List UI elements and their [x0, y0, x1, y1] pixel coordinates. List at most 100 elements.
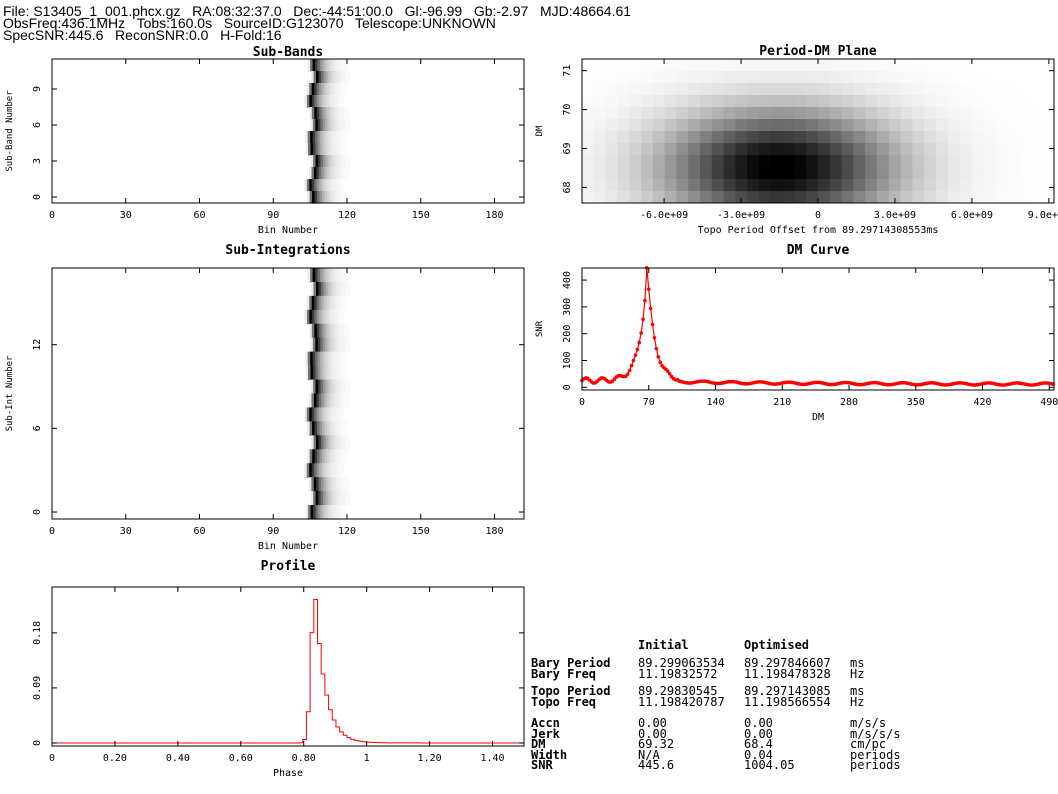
perioddm-pixel — [688, 83, 701, 96]
perioddm-pixel — [936, 131, 949, 144]
perioddm-pixel — [829, 191, 843, 204]
perioddm-pixel — [723, 155, 736, 168]
subints-pixel — [313, 281, 317, 297]
perioddm-pixel — [735, 119, 748, 132]
dmcurve-point — [633, 353, 638, 357]
perioddm-pixel — [593, 107, 607, 120]
perioddm-pixel — [971, 71, 984, 84]
subints-pixel — [333, 463, 337, 478]
subbands-pixel — [325, 71, 329, 84]
subints-pixel — [330, 365, 334, 381]
subints-pixel — [327, 351, 331, 367]
perioddm-pixel — [806, 119, 819, 132]
subints-pixel — [336, 295, 340, 311]
perioddm-pixel — [652, 191, 666, 204]
subints-pixel — [330, 505, 334, 520]
subbands-pixel — [317, 143, 321, 156]
perioddm-pixel — [888, 191, 902, 204]
subints-pixel — [312, 268, 316, 283]
subbands-pixel — [337, 155, 341, 168]
subbands-pixel — [335, 155, 339, 168]
perioddm-pixel — [593, 143, 607, 156]
dmcurve-xtick-label: 350 — [907, 397, 925, 408]
subints-pixel — [317, 379, 322, 395]
subbands-pixel — [323, 167, 327, 180]
perioddm-pixel — [853, 167, 866, 180]
perioddm-pixel — [877, 83, 890, 96]
perioddm-pixel — [664, 155, 677, 168]
subints-pixel — [314, 421, 318, 436]
perioddm-pixel — [971, 107, 984, 120]
subints-pixel — [330, 281, 334, 297]
dmcurve-point — [656, 355, 661, 359]
subints-pixel — [318, 491, 322, 506]
perioddm-pixel — [1042, 167, 1055, 180]
perioddm-pixel — [959, 83, 972, 96]
perioddm-pixel — [1006, 119, 1020, 132]
subints-pixel — [318, 393, 322, 409]
subints-pixel — [320, 435, 324, 450]
subbands-pixel — [319, 95, 323, 108]
perioddm-pixel — [629, 95, 642, 108]
subbands-pixel — [347, 119, 351, 132]
perioddm-pixel — [1018, 71, 1031, 84]
subbands-pixel — [325, 119, 329, 132]
subbands-pixel — [329, 59, 333, 72]
subints-pixel — [337, 365, 341, 381]
subints-pixel — [333, 309, 338, 325]
subints-pixel — [323, 477, 327, 492]
subbands-ylabel: Sub-Band Number — [5, 90, 15, 172]
subints-pixel — [313, 491, 317, 506]
perioddm-pixel — [605, 71, 618, 84]
perioddm-pixel — [1006, 59, 1020, 72]
perioddm-pixel — [829, 95, 843, 108]
subints-pixel — [339, 337, 343, 353]
perioddm-pixel — [664, 119, 677, 132]
subints-pixel — [321, 323, 325, 339]
dmcurve-point — [658, 360, 662, 365]
subints-pixel — [335, 281, 339, 297]
subbands-pixel — [331, 95, 335, 108]
subbands-pixel — [314, 107, 318, 120]
subbands-pixel — [342, 131, 346, 144]
perioddm-pixel — [747, 59, 760, 72]
perioddm-pixel — [605, 155, 618, 168]
perioddm-ytick-label: 70 — [562, 104, 573, 116]
profile-line — [52, 598, 524, 744]
subints-pixel — [319, 268, 324, 283]
header-line-3: SpecSNR:445.6 ReconSNR:0.0 H-Fold:16 — [3, 27, 282, 43]
subints-pixel — [312, 351, 316, 367]
perioddm-pixel — [711, 71, 725, 84]
subints-pixel — [316, 407, 320, 422]
subints-pixel — [333, 435, 337, 450]
perioddm-pixel — [829, 143, 843, 156]
subints-pixel — [328, 435, 332, 450]
subbands-pixel — [319, 107, 323, 120]
perioddm-pixel — [1042, 71, 1055, 84]
perioddm-pixel — [818, 83, 831, 96]
perioddm-pixel — [1018, 143, 1031, 156]
header-line-1: File: S13405_1_001.phcx.gz RA:08:32:37.0… — [3, 3, 632, 19]
subints-pixel — [322, 365, 326, 381]
perioddm-pixel — [700, 131, 713, 144]
perioddm-pixel — [1006, 95, 1020, 108]
perioddm-pixel — [829, 107, 843, 120]
subints-pixel — [330, 379, 334, 395]
subbands-pixel — [309, 107, 313, 120]
perioddm-title: Period-DM Plane — [759, 44, 877, 59]
subbands-pixel — [324, 179, 328, 192]
perioddm-pixel — [617, 71, 630, 84]
perioddm-pixel — [664, 59, 677, 72]
perioddm-pixel — [582, 119, 595, 132]
subints-pixel — [329, 421, 333, 436]
subints-pixel — [334, 421, 338, 436]
subints-pixel — [336, 463, 340, 478]
subints-pixel — [329, 449, 333, 464]
subints-pixel — [320, 365, 324, 381]
perioddm-pixel — [794, 155, 807, 168]
subbands-pixel — [338, 167, 342, 180]
perioddm-pixel — [959, 155, 972, 168]
perioddm-pixel — [936, 59, 949, 72]
dmcurve-point — [667, 372, 672, 376]
subints-pixel — [325, 435, 329, 450]
